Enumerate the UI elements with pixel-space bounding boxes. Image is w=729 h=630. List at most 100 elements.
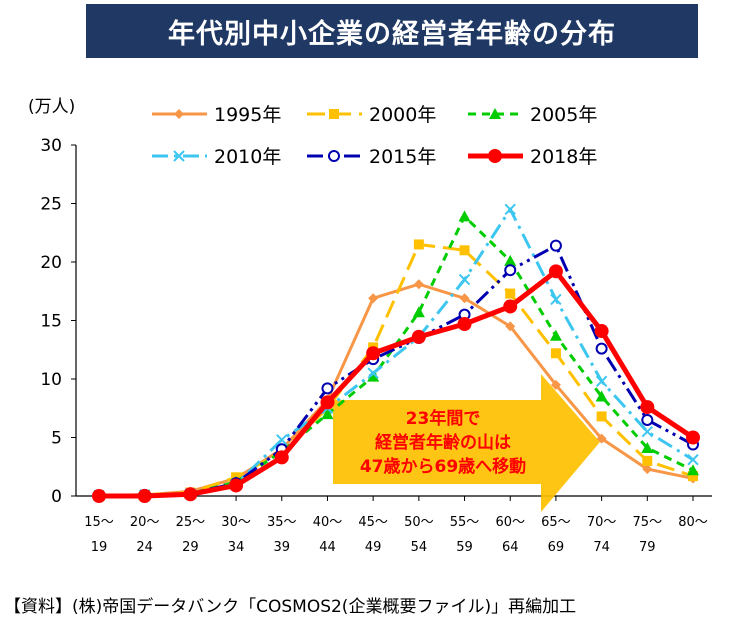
data-point-1-9: [505, 288, 516, 299]
series-line-1: [98, 242, 694, 497]
y-axis-unit-label: (万人): [28, 97, 76, 117]
x-tick-label: 75～: [633, 515, 663, 530]
data-point-5-5: [320, 395, 335, 410]
data-point-3-10: [550, 293, 562, 306]
x-tick-label: 34: [228, 540, 245, 555]
annotation-text: 経営者年齢の山は: [375, 432, 511, 453]
legend-marker-1: [329, 109, 339, 119]
data-point-2-13: [687, 464, 699, 476]
x-tick-label: 49: [365, 540, 382, 555]
annotation-arrow: [333, 374, 600, 512]
x-tick-label: 45～: [358, 515, 388, 530]
x-tick-label: 44: [319, 540, 336, 555]
data-point-0-10: [550, 379, 561, 390]
data-point-0-6: [368, 293, 379, 304]
data-point-2-6: [367, 370, 380, 382]
y-tick-label: 25: [40, 195, 62, 215]
data-point-5-9: [503, 299, 518, 314]
x-tick-label: 59: [456, 540, 473, 555]
data-point-3-4: [276, 434, 288, 446]
data-point-5-12: [640, 400, 655, 415]
data-point-4-10: [549, 239, 562, 252]
y-tick-label: 30: [40, 136, 62, 156]
legend-label-2: 2005年: [530, 104, 597, 126]
data-point-2-7: [412, 306, 425, 318]
x-tick-label: 50～: [404, 515, 434, 530]
data-point-1-11: [596, 411, 607, 422]
x-tick-label: 19: [91, 540, 108, 555]
x-tick-label: 30～: [221, 515, 251, 530]
data-point-3-8: [458, 273, 471, 286]
data-point-3-13: [687, 454, 699, 466]
x-tick-label: 80～: [678, 515, 708, 530]
data-point-3-6: [367, 367, 379, 379]
legend-label-1: 2000年: [369, 104, 436, 126]
legend-label-5: 2018年: [530, 146, 597, 168]
x-tick-label: 60～: [495, 515, 525, 530]
data-point-1-10: [550, 348, 561, 359]
x-tick-label: 79: [639, 540, 656, 555]
data-point-3-12: [641, 425, 654, 438]
data-point-0-7: [413, 279, 424, 290]
data-point-2-11: [595, 390, 608, 402]
data-point-5-0: [92, 489, 106, 503]
data-point-5-1: [137, 489, 152, 503]
data-point-1-8: [459, 245, 470, 256]
series-line-5: [99, 268, 695, 499]
legend-label-4: 2015年: [369, 146, 436, 168]
data-point-1-7: [413, 239, 424, 250]
x-tick-label: 24: [136, 540, 153, 555]
x-tick-label: 40～: [313, 515, 343, 530]
x-tick-label: 69: [548, 540, 565, 555]
data-point-5-2: [183, 487, 198, 502]
x-tick-label: 55～: [450, 515, 480, 530]
series-line-0: [98, 282, 694, 497]
data-point-2-8: [458, 210, 471, 222]
x-tick-label: 35～: [267, 515, 297, 530]
x-tick-label: 25～: [176, 515, 206, 530]
y-tick-label: 20: [40, 253, 62, 273]
data-point-0-11: [596, 433, 607, 444]
y-tick-label: 5: [51, 429, 62, 449]
data-point-4-9: [504, 264, 517, 277]
legend-marker-2: [489, 108, 501, 119]
source-note: 【資料】(株)帝国データバンク「COSMOS2(企業概要ファイル)」再編加工: [4, 597, 577, 617]
data-point-5-8: [457, 317, 472, 332]
data-point-5-7: [411, 329, 426, 344]
data-point-0-8: [459, 293, 470, 304]
data-point-1-12: [642, 455, 653, 466]
data-point-2-9: [504, 254, 517, 266]
data-point-0-12: [642, 464, 653, 475]
x-tick-label: 65～: [541, 515, 571, 530]
legend-marker-5: [488, 149, 502, 163]
data-point-4-5: [321, 382, 334, 395]
y-tick-label: 10: [40, 370, 62, 390]
data-point-3-9: [504, 203, 516, 216]
data-point-2-10: [549, 329, 562, 341]
x-tick-label: 39: [273, 540, 290, 555]
data-point-2-5: [321, 408, 334, 420]
data-point-4-11: [595, 342, 608, 355]
data-point-5-11: [594, 324, 609, 339]
data-point-4-12: [641, 413, 654, 426]
data-point-5-3: [229, 478, 244, 493]
legend-label-3: 2010年: [214, 146, 281, 168]
x-tick-label: 20～: [130, 515, 160, 530]
data-point-5-4: [274, 450, 289, 465]
series-line-4: [98, 244, 694, 497]
title-banner: 年代別中小企業の経営者年齢の分布: [86, 4, 698, 58]
data-point-2-12: [641, 442, 654, 454]
y-tick-label: 15: [40, 312, 62, 332]
x-tick-label: 54: [411, 540, 428, 555]
annotation-text: 47歳から69歳へ移動: [360, 456, 526, 477]
x-tick-label: 15～: [84, 515, 114, 530]
legend-marker-0: [174, 109, 184, 119]
y-tick-label: 0: [51, 487, 62, 507]
chart-title: 年代別中小企業の経営者年齢の分布: [168, 18, 616, 50]
annotation-text: 23年間で: [406, 408, 481, 429]
x-tick-label: 70～: [587, 515, 617, 530]
legend-marker-3: [173, 150, 185, 162]
legend-marker-4: [328, 150, 340, 162]
x-tick-label: 29: [182, 540, 199, 555]
